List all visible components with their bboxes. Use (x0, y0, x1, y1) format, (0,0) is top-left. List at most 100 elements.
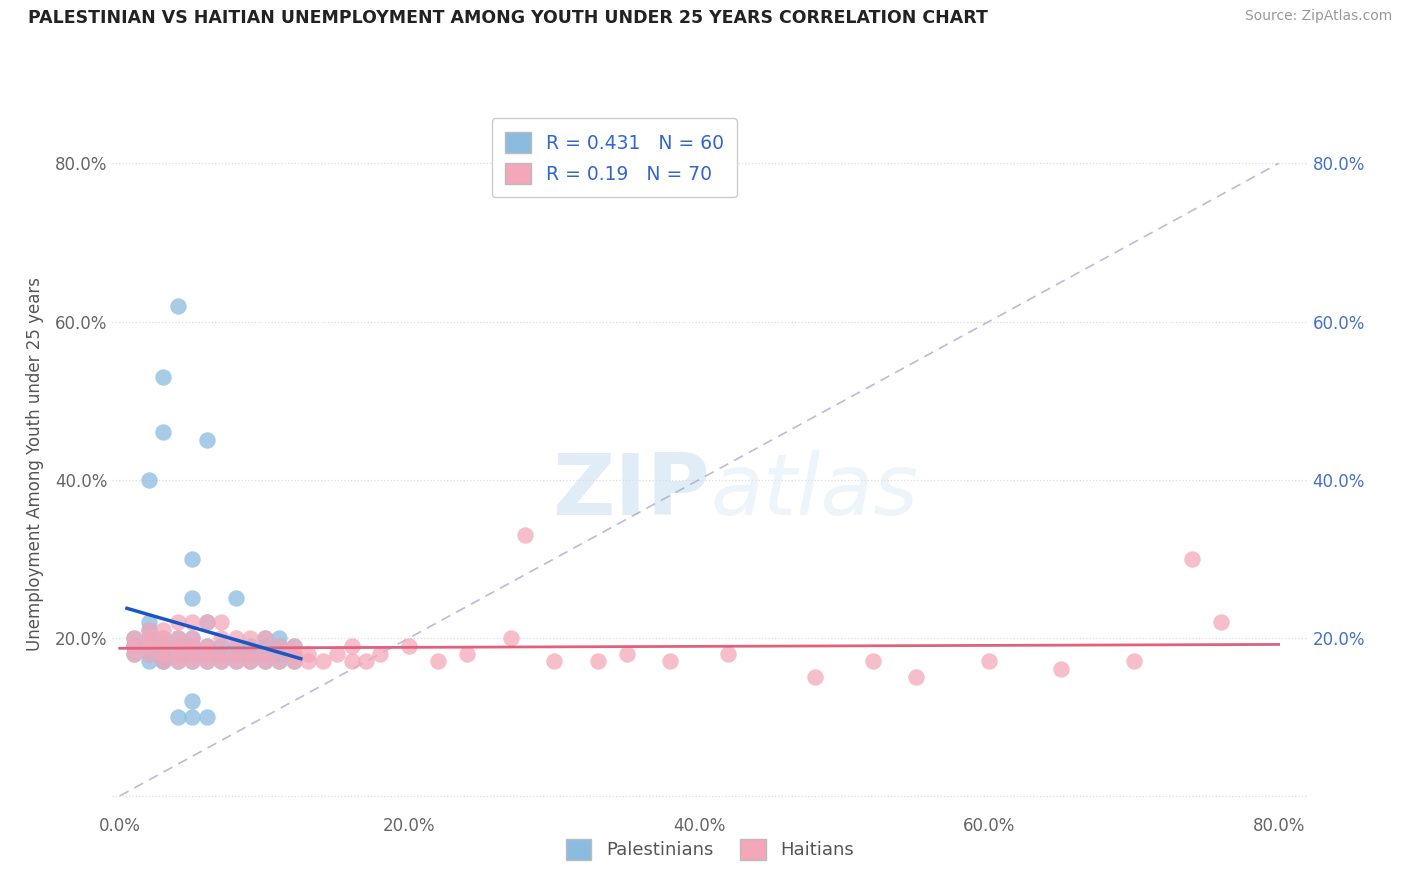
Point (354, 655, 377, 669)
Point (1209, 615, 1232, 629)
Point (804, 670, 827, 684)
Point (905, 670, 928, 684)
Y-axis label: Unemployment Among Youth under 25 years: Unemployment Among Youth under 25 years (25, 277, 44, 651)
Point (195, 615, 218, 629)
Text: PALESTINIAN VS HAITIAN UNEMPLOYMENT AMONG YOUTH UNDER 25 YEARS CORRELATION CHART: PALESTINIAN VS HAITIAN UNEMPLOYMENT AMON… (28, 9, 988, 27)
Point (195, 615, 218, 629)
Point (239, 631, 262, 645)
Point (717, 647, 740, 661)
Point (152, 623, 174, 637)
Point (267, 639, 290, 653)
Point (1050, 662, 1073, 676)
Point (181, 631, 204, 645)
Point (122, 631, 145, 645)
Point (166, 655, 188, 669)
Point (283, 647, 305, 661)
Point (1181, 551, 1204, 566)
Point (152, 655, 174, 669)
Point (225, 655, 247, 669)
Point (195, 655, 218, 669)
Point (138, 647, 160, 661)
Point (209, 615, 232, 629)
Point (283, 655, 305, 669)
Text: Source: ZipAtlas.com: Source: ZipAtlas.com (1244, 9, 1392, 23)
Point (138, 473, 160, 487)
Point (152, 647, 174, 661)
Point (166, 639, 188, 653)
Point (515, 528, 537, 542)
Point (166, 631, 188, 645)
Point (340, 639, 363, 653)
Point (225, 631, 247, 645)
Point (138, 631, 160, 645)
Point (253, 655, 276, 669)
Point (152, 639, 174, 653)
Point (283, 639, 305, 653)
Point (181, 615, 204, 629)
Point (195, 647, 218, 661)
Point (122, 639, 145, 653)
Point (122, 639, 145, 653)
Point (152, 631, 174, 645)
Point (181, 639, 204, 653)
Text: atlas: atlas (710, 450, 918, 533)
Point (616, 647, 638, 661)
Point (138, 631, 160, 645)
Point (267, 631, 290, 645)
Point (253, 655, 276, 669)
Point (209, 631, 232, 645)
Point (152, 369, 174, 384)
Point (166, 631, 188, 645)
Point (152, 631, 174, 645)
Point (122, 647, 145, 661)
Point (195, 433, 218, 447)
Point (586, 655, 609, 669)
Point (239, 655, 262, 669)
Point (253, 631, 276, 645)
Point (166, 615, 188, 629)
Point (297, 647, 319, 661)
Point (239, 655, 262, 669)
Point (267, 655, 290, 669)
Point (543, 655, 565, 669)
Point (977, 655, 1000, 669)
Point (181, 647, 204, 661)
Point (456, 647, 478, 661)
Point (152, 647, 174, 661)
Point (181, 655, 204, 669)
Point (209, 655, 232, 669)
Point (283, 647, 305, 661)
Point (166, 710, 188, 724)
Point (166, 647, 188, 661)
Point (239, 647, 262, 661)
Point (253, 631, 276, 645)
Point (225, 591, 247, 606)
Point (195, 647, 218, 661)
Point (138, 623, 160, 637)
Point (267, 655, 290, 669)
Point (253, 639, 276, 653)
Point (166, 647, 188, 661)
Point (225, 647, 247, 661)
Point (152, 647, 174, 661)
Point (239, 639, 262, 653)
Point (181, 631, 204, 645)
Point (152, 655, 174, 669)
Point (138, 639, 160, 653)
Point (122, 639, 145, 653)
Point (181, 639, 204, 653)
Point (253, 647, 276, 661)
Point (862, 655, 884, 669)
Point (225, 639, 247, 653)
Point (166, 655, 188, 669)
Point (267, 647, 290, 661)
Point (283, 655, 305, 669)
Point (209, 639, 232, 653)
Point (122, 631, 145, 645)
Point (152, 425, 174, 440)
Point (166, 299, 188, 313)
Point (209, 655, 232, 669)
Point (209, 647, 232, 661)
Point (283, 639, 305, 653)
Point (138, 647, 160, 661)
